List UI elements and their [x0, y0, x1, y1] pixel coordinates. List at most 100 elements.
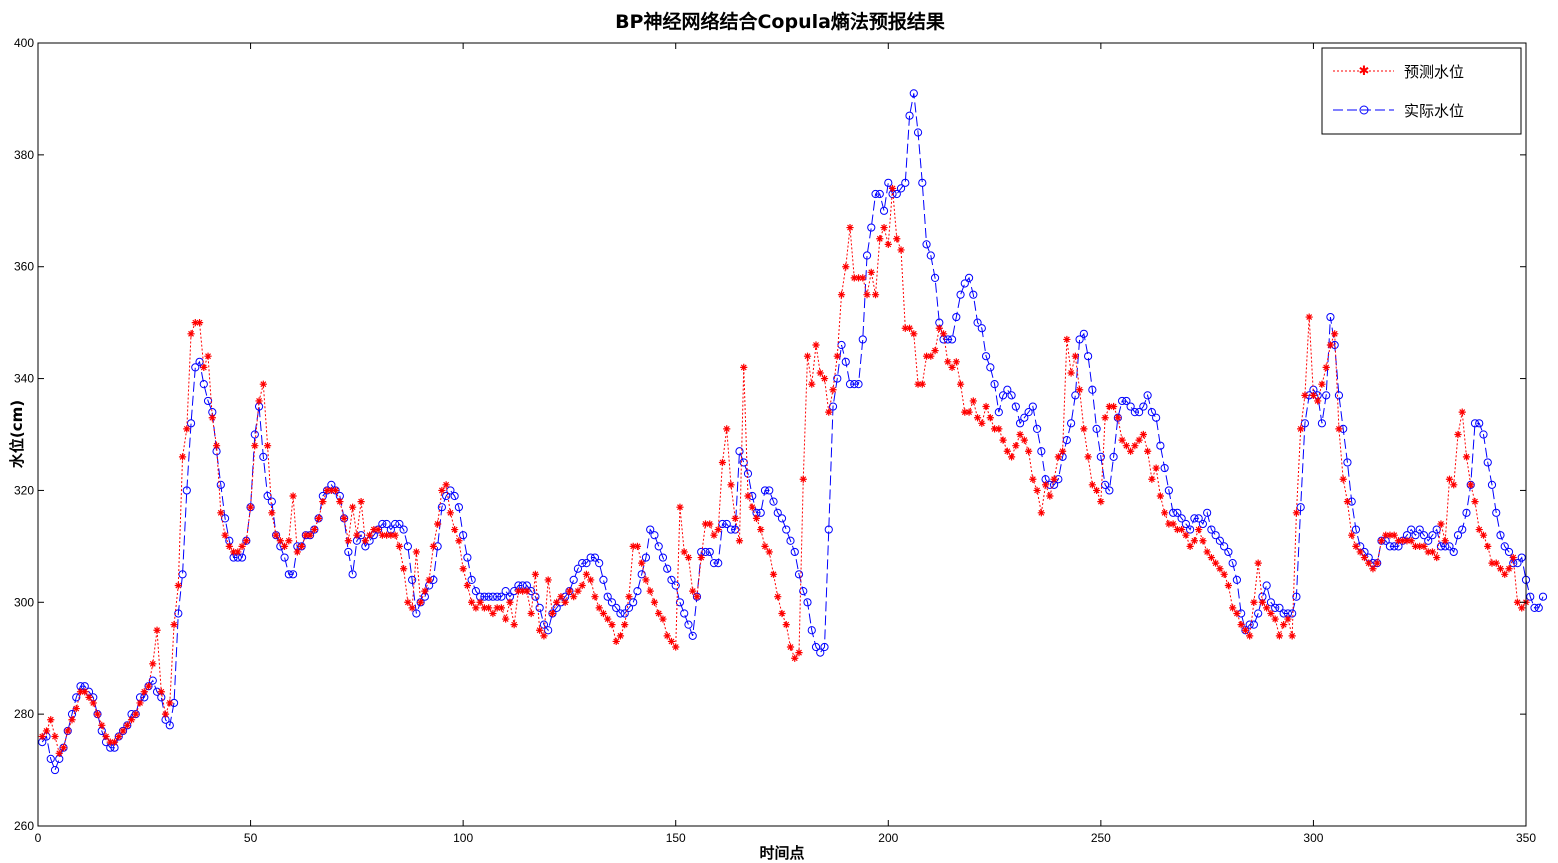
data-point: [939, 330, 948, 338]
data-point: [1190, 514, 1199, 523]
data-point: [42, 727, 51, 735]
data-point: [195, 319, 204, 327]
data-point: [642, 576, 650, 584]
data-point: [119, 727, 127, 735]
data-point: [1152, 464, 1160, 472]
data-point: [735, 537, 744, 545]
data-point: [1011, 402, 1020, 411]
data-point: [1118, 396, 1127, 406]
data-point: [395, 519, 404, 529]
data-point: [710, 531, 718, 539]
data-point: [1249, 620, 1259, 629]
data-point: [1390, 542, 1399, 551]
data-point: [480, 604, 488, 612]
data-point: [1161, 509, 1169, 517]
data-point: [1092, 424, 1101, 434]
data-point: [608, 621, 616, 629]
data-point: [718, 458, 727, 467]
data-point: [863, 291, 871, 299]
y-tick-label: 400: [14, 36, 34, 50]
data-point: [1169, 508, 1178, 517]
data-point: [1266, 598, 1276, 607]
data-point: [539, 620, 549, 629]
data-point: [591, 593, 599, 601]
data-point: [455, 537, 463, 545]
data-point: [1436, 542, 1446, 551]
legend-forecast-label: 预测水位: [1404, 63, 1464, 81]
data-point: [671, 581, 680, 590]
data-point: [1131, 442, 1139, 450]
data-point: [501, 587, 510, 596]
data-point: [850, 274, 858, 282]
data-point: [255, 397, 263, 405]
data-point: [374, 525, 382, 534]
data-point: [672, 643, 680, 651]
data-point: [361, 537, 369, 545]
data-point: [1534, 603, 1543, 612]
data-point: [276, 537, 284, 545]
data-point: [187, 330, 195, 338]
data-point: [1160, 463, 1169, 473]
data-point: [429, 542, 437, 550]
data-point: [565, 587, 574, 595]
data-point: [926, 251, 935, 260]
data-point: [1492, 559, 1500, 567]
data-point: [1254, 559, 1262, 567]
data-point: [1003, 447, 1011, 455]
data-point: [714, 559, 723, 568]
data-point: [72, 693, 81, 702]
data-point: [1326, 341, 1335, 349]
data-point: [944, 358, 952, 366]
data-point: [1033, 486, 1041, 495]
data-point: [1246, 632, 1254, 640]
data-point: [1517, 553, 1526, 562]
data-point: [1233, 609, 1241, 618]
data-point: [1458, 408, 1466, 416]
data-point: [1271, 615, 1279, 623]
data-point: [1084, 352, 1093, 361]
data-point: [722, 519, 731, 529]
data-point: [854, 274, 863, 282]
data-point: [1164, 486, 1173, 495]
data-point: [1139, 402, 1148, 411]
data-point: [973, 318, 982, 327]
data-point: [799, 587, 808, 596]
data-point: [901, 324, 909, 332]
data-point: [382, 519, 391, 529]
data-point: [1075, 335, 1084, 344]
data-point: [1373, 559, 1381, 567]
data-point: [493, 604, 501, 612]
data-point: [1382, 531, 1390, 539]
data-point: [165, 721, 174, 730]
data-point: [403, 542, 412, 551]
data-point: [1003, 385, 1012, 394]
data-point: [204, 352, 212, 360]
data-point: [846, 223, 854, 232]
data-point: [1207, 553, 1215, 562]
data-point: [1105, 402, 1113, 411]
data-point: [896, 184, 906, 193]
data-point: [1084, 453, 1092, 461]
data-point: [531, 592, 540, 601]
data-point: [1411, 531, 1420, 540]
data-point: [1169, 520, 1177, 528]
data-point: [658, 553, 668, 562]
data-point: [1343, 458, 1352, 467]
data-point: [344, 547, 353, 557]
data-point: [1254, 609, 1263, 618]
data-point: [688, 631, 697, 640]
data-point: [400, 565, 408, 573]
data-point: [268, 509, 276, 517]
data-point: [1501, 570, 1509, 578]
data-point: [981, 352, 991, 361]
data-point: [459, 565, 467, 573]
data-point: [680, 548, 688, 556]
data-point: [1135, 408, 1144, 417]
data-point: [842, 263, 850, 271]
data-point: [251, 442, 259, 450]
data-point: [1012, 442, 1020, 450]
data-point: [1297, 425, 1305, 433]
data-point: [1015, 419, 1025, 428]
data-point: [778, 609, 786, 618]
